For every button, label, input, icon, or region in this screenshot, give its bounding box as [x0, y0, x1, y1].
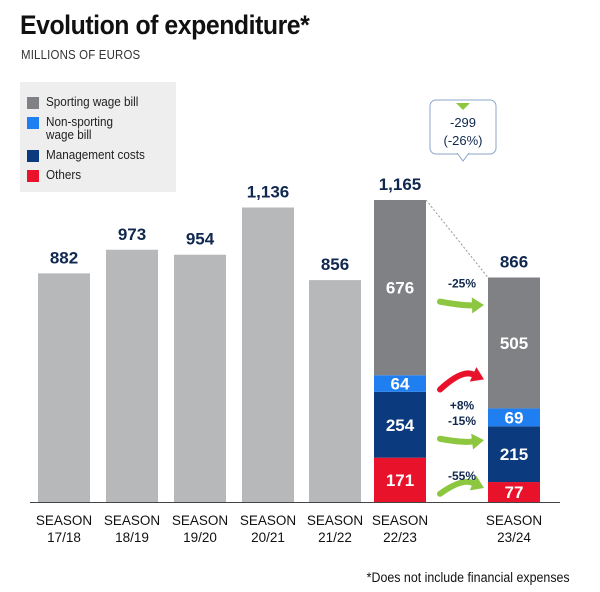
- arrow-down-icon-head: [471, 433, 484, 450]
- change-label: -15%: [448, 414, 476, 428]
- bar-segment-management: [488, 426, 540, 483]
- legend-item-management: Management costs: [27, 148, 156, 162]
- footnote: *Does not include financial expenses: [367, 570, 570, 585]
- bar-total-label: 973: [118, 225, 146, 244]
- segment-value-label: 215: [500, 445, 528, 464]
- category-label: SEASON 20/21: [240, 513, 296, 545]
- change-label: +8%: [450, 399, 475, 413]
- legend-label-non-sporting: Non-sporting wage bill: [46, 114, 113, 142]
- segment-value-label: 64: [391, 375, 410, 394]
- bar-segment-sporting: [374, 200, 426, 376]
- legend-label-management: Management costs: [46, 147, 145, 162]
- bar-segment-non-sporting: [374, 375, 426, 392]
- bar: [38, 273, 90, 502]
- legend-swatch-others: [27, 170, 39, 182]
- category-label: SEASON 23/24: [486, 513, 542, 545]
- bar: [242, 207, 294, 503]
- callout-percentage: (-26%): [443, 133, 482, 148]
- category-label: SEASON 21/22: [307, 513, 363, 545]
- arrow-up-icon-head: [469, 367, 484, 382]
- bar: [106, 249, 158, 502]
- legend-swatch-management: [27, 150, 39, 162]
- legend-swatch-non-sporting: [27, 117, 39, 129]
- bar-total-label: 866: [500, 253, 528, 272]
- bar-total-label: 1,165: [379, 175, 422, 194]
- segment-value-label: 676: [386, 279, 414, 298]
- legend: Sporting wage bill Non-sporting wage bil…: [20, 82, 176, 192]
- legend-item-non-sporting: Non-sporting wage bill: [27, 115, 120, 141]
- arrow-down-icon: [437, 298, 476, 309]
- bar-total-label: 954: [186, 230, 215, 249]
- arrow-down-icon-head: [469, 475, 484, 491]
- category-label: SEASON 19/20: [172, 513, 228, 545]
- bar-total-label: 882: [50, 248, 78, 267]
- arrow-down-icon: [437, 435, 476, 445]
- bar-segment-others: [374, 457, 426, 502]
- callout-pointer: [456, 152, 470, 162]
- legend-label-sporting: Sporting wage bill: [46, 94, 139, 109]
- segment-value-label: 254: [386, 416, 415, 435]
- chart-subtitle: MILLIONS OF EUROS: [21, 47, 141, 62]
- arrow-up-icon: [437, 370, 477, 393]
- arrow-down-icon: [437, 478, 477, 497]
- bar-segment-others: [488, 482, 540, 502]
- bar-total-label: 856: [321, 255, 349, 274]
- legend-item-others: Others: [27, 168, 85, 182]
- bar-total-label: 1,136: [247, 183, 290, 202]
- category-label: SEASON 18/19: [104, 513, 160, 545]
- chart-title: Evolution of expenditure*: [20, 10, 310, 40]
- connector-line: [425, 199, 489, 278]
- legend-item-sporting: Sporting wage bill: [27, 95, 149, 109]
- bar-segment-management: [374, 391, 426, 458]
- segment-value-label: 77: [505, 483, 524, 502]
- bar-segment-sporting: [488, 277, 540, 409]
- bar: [309, 280, 361, 502]
- bar-segment-non-sporting: [488, 408, 540, 427]
- change-label: -55%: [448, 469, 476, 483]
- category-label: SEASON 17/18: [36, 513, 92, 545]
- category-label: SEASON 22/23: [372, 513, 428, 545]
- callout-difference: -299: [450, 115, 476, 130]
- legend-label-others: Others: [46, 167, 82, 182]
- legend-swatch-sporting: [27, 97, 39, 109]
- segment-value-label: 505: [500, 334, 528, 353]
- callout-down-icon: [456, 103, 470, 110]
- change-label: -25%: [448, 277, 476, 291]
- bar: [174, 254, 226, 502]
- arrow-down-icon-head: [471, 297, 484, 314]
- segment-value-label: 171: [386, 471, 414, 490]
- segment-value-label: 69: [505, 408, 524, 427]
